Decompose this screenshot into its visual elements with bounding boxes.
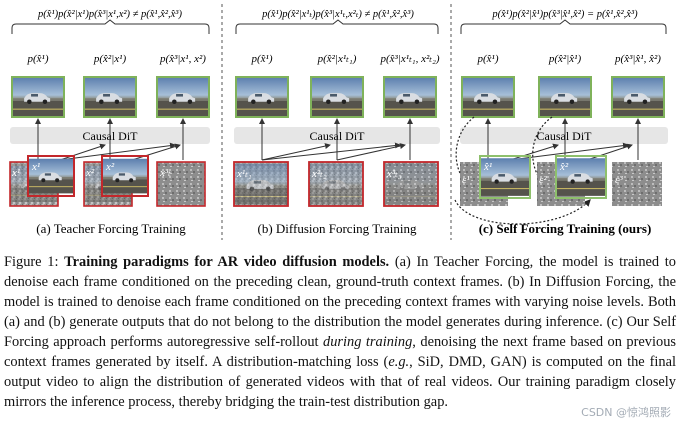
input-noisy-frame (156, 161, 206, 207)
figure-caption: Figure 1: Training paradigms for AR vide… (4, 252, 676, 412)
svg-text:x²: x² (105, 161, 115, 173)
output-frame (11, 76, 65, 118)
caption-italic: during training (323, 334, 413, 350)
svg-text:x²: x² (85, 167, 95, 179)
top-brace (11, 19, 210, 34)
output-frame (611, 76, 665, 118)
panel-self-forcing: p(x̂¹)p(x̂²|x̂¹)p(x̂³|x̂¹,x̂²) = p(x̂¹,x… (454, 9, 668, 236)
output-label: p(x̂¹) (26, 53, 48, 65)
panel-caption: (a) Teacher Forcing Training (36, 221, 186, 236)
svg-text:x³ₜ: x³ₜ (159, 167, 171, 179)
top-brace (235, 19, 439, 34)
svg-text:x̂¹: x̂¹ (483, 161, 492, 173)
panel-caption: (c) Self Forcing Training (ours) (479, 221, 652, 236)
watermark: CSDN @惊鸿照影 (581, 406, 671, 419)
input-generated-frame (555, 155, 607, 199)
output-frame (235, 76, 289, 118)
input-noise-frame (612, 162, 662, 206)
figure-diagram: p(x̂¹)p(x̂²|x¹)p(x̂³|x¹,x²) ≠ p(x̂¹,x̂²,… (9, 4, 668, 240)
input-noisy-frame (383, 161, 439, 207)
output-label: p(x̂³|x̂¹, x̂²) (614, 53, 661, 65)
output-label: p(x̂³|x¹, x²) (159, 53, 206, 65)
output-frame (461, 76, 515, 118)
panel-diffusion-forcing: p(x̂¹)p(x̂²|x¹ₜ)p(x̂³|x¹ₜ,x²ₜ) ≠ p(x̂¹,x… (233, 9, 440, 236)
causal-dit-box (460, 127, 668, 144)
svg-text:ε³: ε³ (615, 174, 623, 186)
input-clean-frame (27, 155, 75, 197)
input-clean-frame (101, 155, 149, 197)
output-frame (538, 76, 592, 118)
output-frame (383, 76, 437, 118)
output-label: p(x̂³|x¹ₜ₁, x²ₜ₂) (380, 53, 440, 65)
caption-text: (a) In Teacher Forcing, the model is tra… (4, 254, 676, 350)
svg-text:x²ₜ₂: x²ₜ₂ (311, 168, 327, 180)
output-frame (156, 76, 210, 118)
output-frame (83, 76, 137, 118)
caption-title: Training paradigms for AR video diffusio… (64, 254, 390, 270)
input-noisy-frame (308, 161, 364, 207)
input-generated-frame (479, 155, 531, 199)
output-label: p(x̂²|x̂¹) (548, 53, 582, 65)
rollout-path (454, 199, 591, 225)
svg-text:x¹ₜ₁: x¹ₜ₁ (236, 168, 252, 180)
top-formula: p(x̂¹)p(x̂²|x̂¹)p(x̂³|x̂¹,x̂²) = p(x̂¹,x… (491, 9, 638, 20)
caption-text: , denoising the next frame based on prev… (4, 334, 676, 370)
output-frame (310, 76, 364, 118)
causal-dit-label: Causal DiT (537, 129, 593, 143)
rollout-path (532, 116, 568, 199)
output-label: p(x̂¹) (476, 53, 498, 65)
svg-text:ε²: ε² (539, 174, 547, 186)
input-noisy-frame (233, 161, 289, 207)
panel-caption: (b) Diffusion Forcing Training (257, 221, 417, 236)
output-label: p(x̂²|x¹ₜ₁) (317, 53, 357, 65)
output-label: p(x̂²|x¹) (93, 53, 127, 65)
panel-teacher-forcing: p(x̂¹)p(x̂²|x¹)p(x̂³|x¹,x²) ≠ p(x̂¹,x̂²,… (9, 9, 210, 236)
caption-eg: e.g. (388, 354, 410, 370)
svg-text:x¹: x¹ (11, 167, 20, 179)
output-label: p(x̂¹) (250, 53, 272, 65)
svg-text:x̂²: x̂² (559, 161, 569, 173)
caption-label: Figure 1: (4, 254, 59, 270)
top-formula: p(x̂¹)p(x̂²|x¹)p(x̂³|x¹,x²) ≠ p(x̂¹,x̂²,… (37, 9, 182, 20)
svg-text:x¹: x¹ (31, 161, 40, 173)
top-formula: p(x̂¹)p(x̂²|x¹ₜ)p(x̂³|x¹ₜ,x²ₜ) ≠ p(x̂¹,x… (261, 9, 414, 20)
caption-text: , SiD, DMD, GAN) is computed on the fina… (4, 354, 676, 410)
top-brace (460, 19, 667, 34)
svg-text:x³ₜ₃: x³ₜ₃ (386, 168, 402, 180)
svg-text:ε¹: ε¹ (462, 174, 470, 186)
